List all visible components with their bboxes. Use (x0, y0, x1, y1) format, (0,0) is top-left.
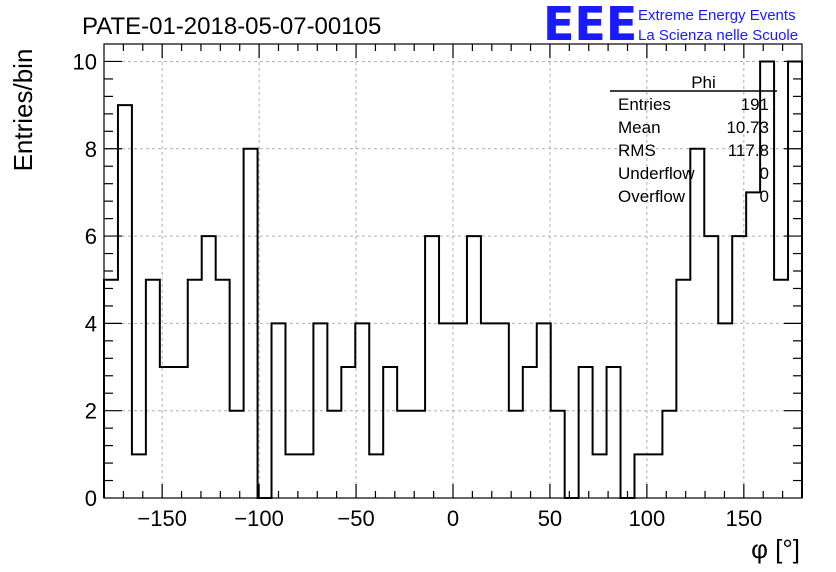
histogram-bin-48 (774, 280, 788, 498)
stats-row-value: 0 (760, 187, 769, 206)
x-tick-label: −50 (337, 506, 374, 531)
stats-row-label: Underflow (618, 164, 695, 183)
y-axis-label: Entries/bin (8, 49, 38, 172)
histogram-bin-3 (146, 280, 160, 498)
tick-labels: −150 −100 −50 0 50 100 150 0 2 4 6 8 10 (73, 49, 763, 531)
histogram-bin-14 (299, 454, 313, 498)
stats-box-title: Phi (691, 73, 716, 92)
histogram-bin-30 (523, 367, 537, 498)
histogram-bin-32 (551, 411, 565, 498)
histogram-bin-34 (579, 367, 593, 498)
histogram-bin-41 (676, 280, 690, 498)
histogram-bin-39 (648, 454, 662, 498)
histogram-bin-6 (188, 280, 202, 498)
histogram-bin-29 (509, 411, 523, 498)
histogram-bin-17 (341, 367, 355, 498)
chart-title: PATE-01-2018-05-07-00105 (82, 13, 381, 40)
stats-row-label: RMS (618, 141, 656, 160)
histogram-bin-26 (467, 236, 481, 498)
y-tick-label: 6 (85, 224, 97, 249)
histogram-bin-2 (132, 454, 146, 498)
histogram-bin-46 (746, 192, 760, 498)
x-tick-label: 150 (725, 506, 762, 531)
histogram-bin-5 (174, 367, 188, 498)
x-axis-label: φ [°] (751, 534, 800, 564)
stats-row-label: Entries (618, 95, 671, 114)
x-tick-label: −150 (137, 506, 187, 531)
y-tick-label: 8 (85, 137, 97, 162)
histogram-bin-9 (230, 411, 244, 498)
histogram-bin-1 (118, 105, 132, 498)
histogram-bin-43 (704, 236, 718, 498)
y-tick-label: 0 (85, 486, 97, 511)
histogram-bin-22 (411, 411, 425, 498)
histogram-bin-16 (327, 411, 341, 498)
histogram-bin-20 (383, 367, 397, 498)
histogram-bin-0 (104, 280, 118, 498)
x-tick-label: 100 (629, 506, 666, 531)
y-tick-label: 10 (73, 49, 97, 74)
stats-row-label: Mean (618, 118, 661, 137)
stats-row-value: 191 (741, 95, 769, 114)
logo-mark: EEE (543, 0, 637, 51)
x-tick-label: 50 (538, 506, 562, 531)
histogram-bin-36 (607, 367, 621, 498)
logo-line-2: La Scienza nelle Scuole (638, 27, 798, 44)
x-tick-label: 0 (447, 506, 459, 531)
stats-row-value: 117.8 (728, 141, 769, 160)
histogram-bin-49 (788, 61, 802, 498)
histogram-bin-8 (216, 280, 230, 498)
y-tick-label: 2 (85, 399, 97, 424)
eee-logo: EEE Extreme Energy Events La Scienza nel… (543, 0, 798, 51)
stats-row-value: 10.73 (726, 118, 769, 137)
y-tick-label: 4 (85, 311, 97, 336)
logo-line-1: Extreme Energy Events (638, 7, 796, 24)
histogram-bars (103, 60, 803, 499)
histogram-bin-23 (425, 236, 439, 498)
stats-box: Phi Entries 191 Mean 10.73 RMS 117.8 Underflow 0… (610, 73, 777, 206)
x-tick-label: −100 (234, 506, 284, 531)
histogram-bin-7 (202, 236, 216, 498)
histogram-bin-40 (662, 411, 676, 498)
histogram-bin-35 (593, 454, 607, 498)
histogram-bin-21 (397, 411, 411, 498)
histogram-bin-19 (369, 454, 383, 498)
axis-ticks (104, 44, 802, 498)
stats-row-label: Overflow (618, 187, 686, 206)
grid (104, 44, 802, 498)
stats-row-value: 0 (760, 164, 769, 183)
histogram-outline (103, 60, 803, 499)
